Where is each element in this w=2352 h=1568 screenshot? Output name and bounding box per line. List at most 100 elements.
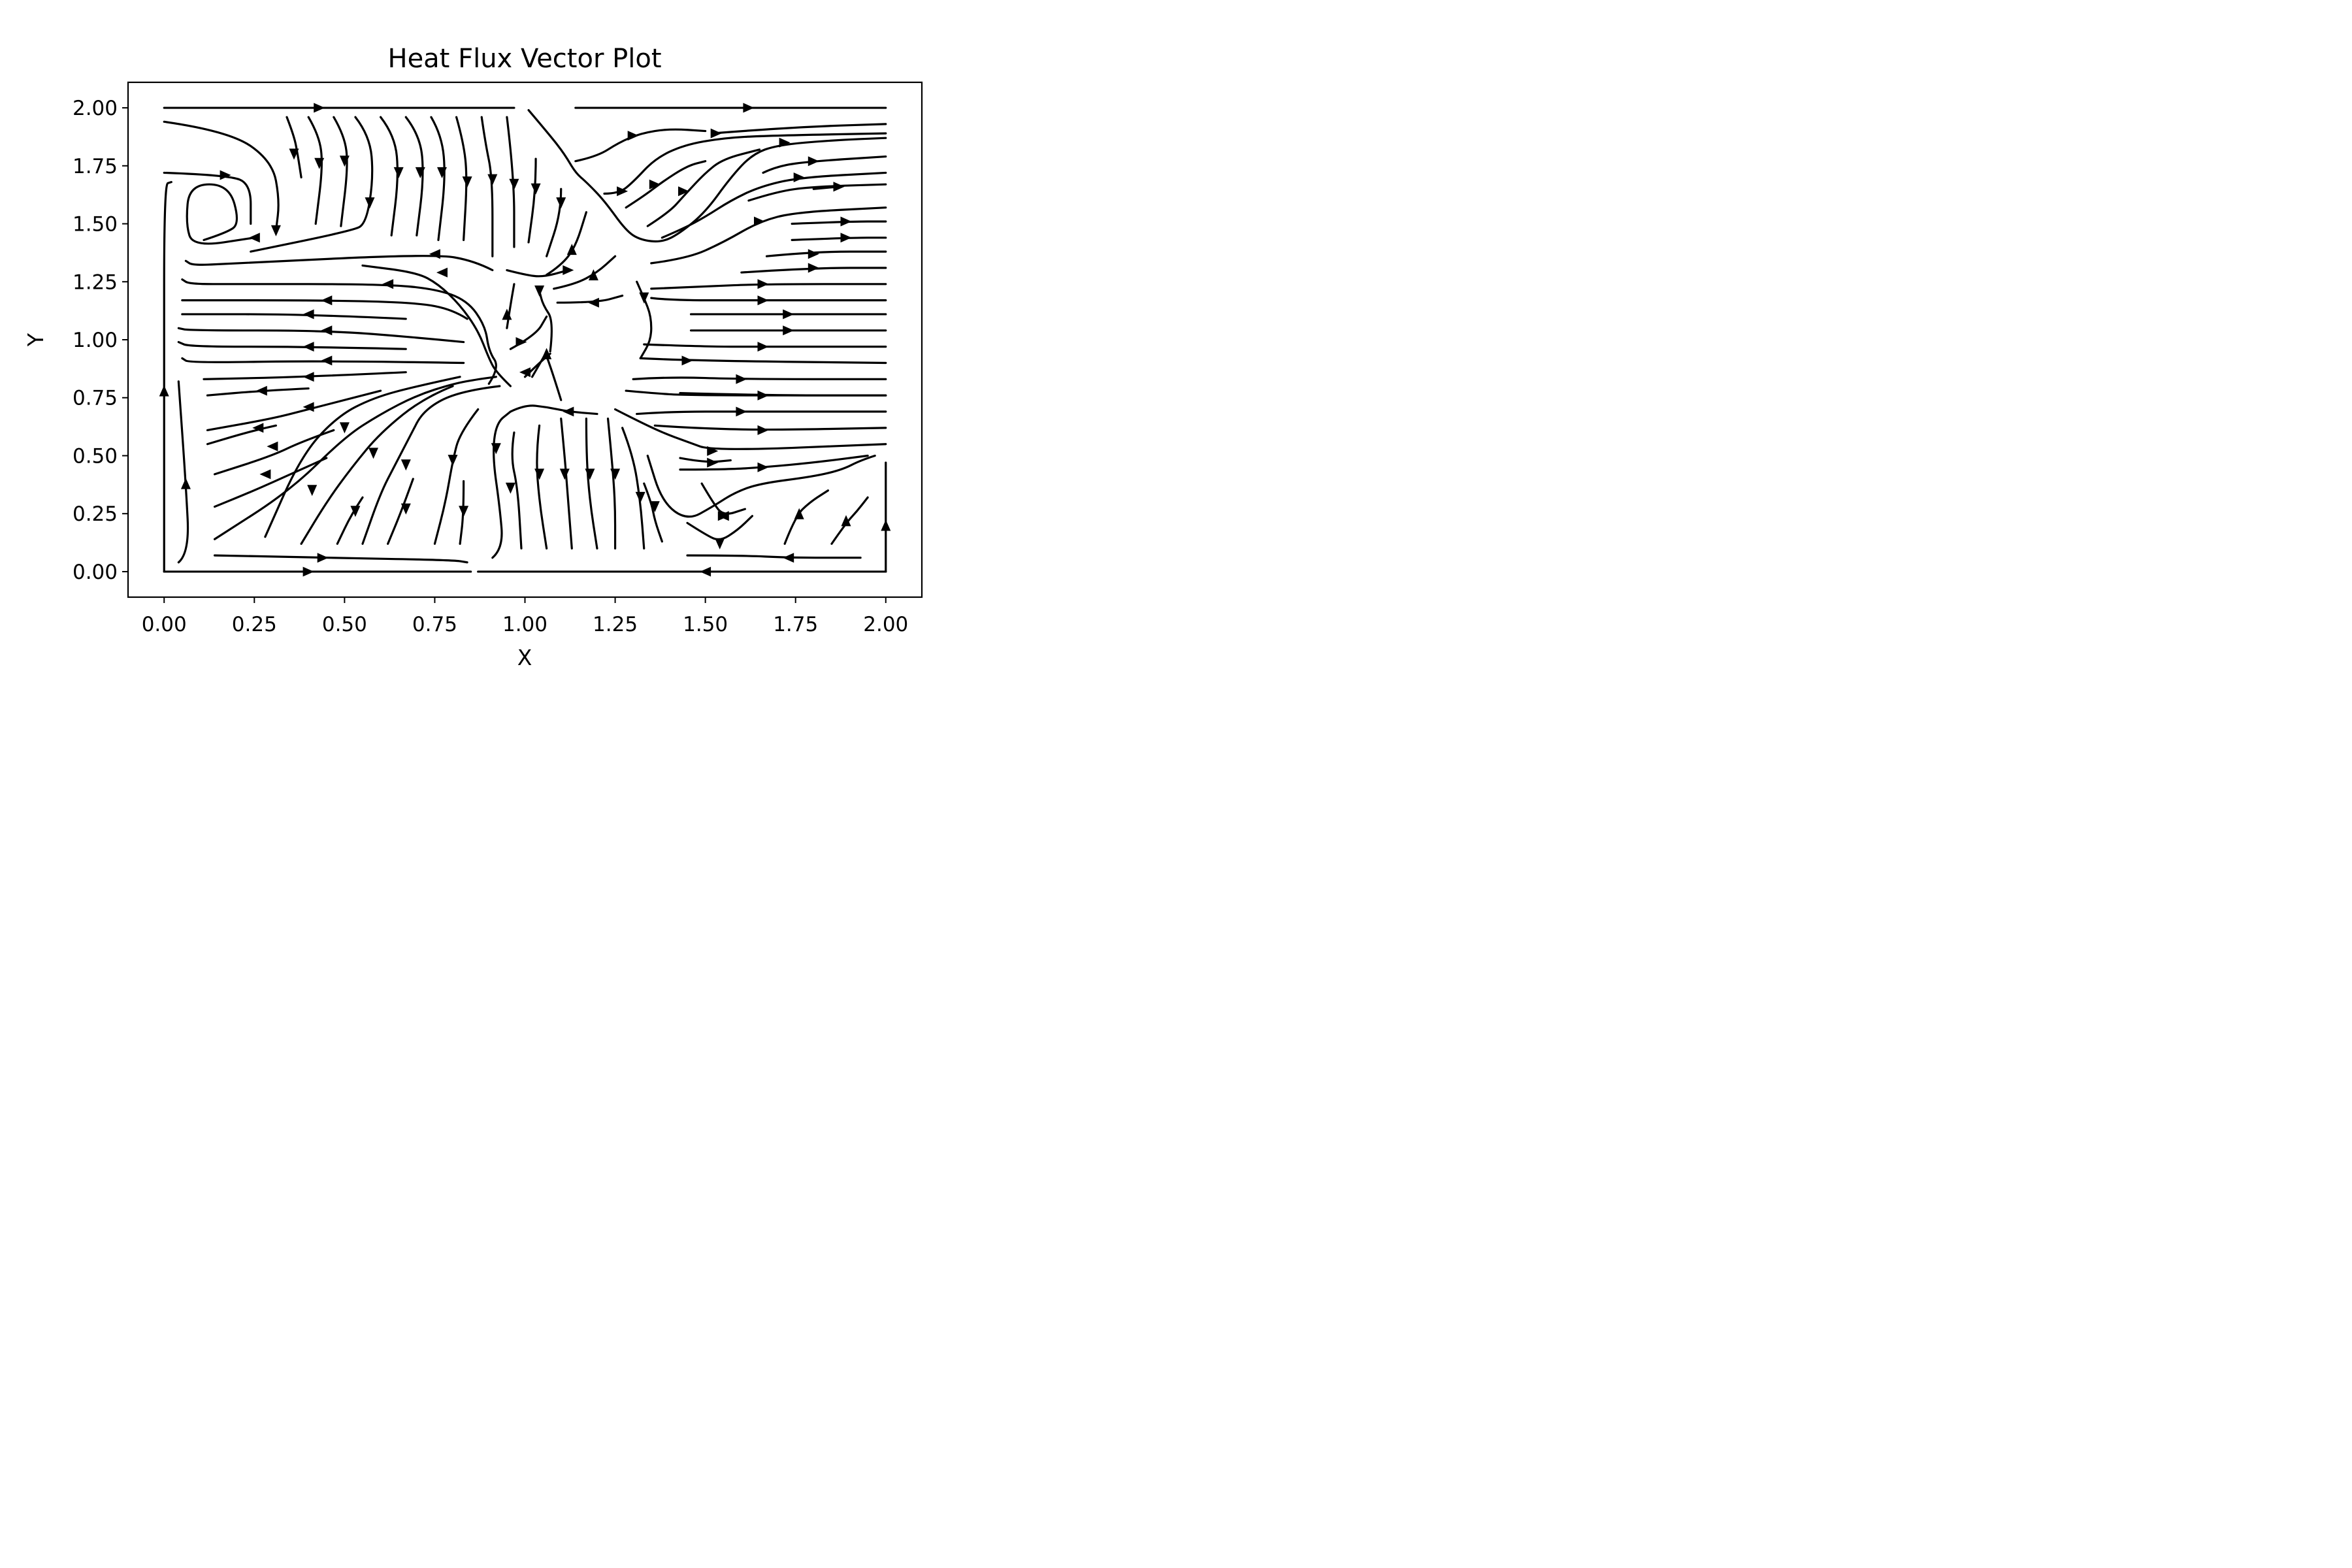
streamline (700, 482, 746, 515)
streamline (361, 264, 512, 387)
flow-arrowhead (267, 441, 278, 451)
streamline (650, 297, 887, 302)
flow-arrowhead (700, 566, 711, 577)
flow-arrowhead (491, 443, 501, 455)
streamplot-chart: Heat Flux Vector Plot 0.00 0.25 0.50 0.75 1.… (23, 44, 923, 670)
flow-arrowhead (317, 553, 329, 563)
streamline (184, 255, 494, 272)
streamline (177, 327, 465, 344)
flow-arrowhead (563, 406, 574, 417)
flow-arrowhead (757, 462, 769, 472)
streamline (480, 116, 494, 257)
flow-arrowhead (321, 325, 333, 336)
flow-arrowhead (635, 491, 645, 503)
streamline (791, 237, 887, 241)
flow-arrowhead (321, 355, 333, 366)
streamline (333, 116, 348, 227)
flow-arrowhead (382, 279, 394, 289)
flow-arrowhead (743, 103, 755, 113)
streamlines (159, 103, 891, 577)
streamline (783, 489, 830, 545)
flow-arrowhead (710, 128, 722, 139)
flow-arrowhead (259, 469, 271, 480)
chart-title: Heat Flux Vector Plot (387, 44, 661, 74)
streamline (264, 376, 461, 538)
flow-arrowhead (415, 167, 425, 178)
streamline (527, 108, 887, 243)
streamline (379, 116, 399, 237)
flow-arrowhead (783, 325, 794, 336)
flow-arrowhead (531, 183, 541, 195)
flow-arrowhead (715, 538, 725, 549)
flow-arrowhead (350, 506, 361, 517)
streamline (643, 482, 663, 543)
flow-arrowhead (808, 263, 819, 273)
streamline (336, 496, 364, 545)
streamline (686, 554, 862, 559)
flow-arrowhead (559, 468, 570, 480)
flow-arrowhead (736, 406, 747, 417)
y-tick-label: 0.00 (73, 561, 118, 584)
x-tick-label: 0.75 (412, 613, 457, 636)
streamline (679, 457, 732, 463)
flow-arrowhead (881, 519, 891, 531)
flow-arrowhead (717, 511, 729, 521)
y-tick-label: 0.50 (73, 444, 118, 468)
flow-arrowhead (566, 244, 577, 255)
y-tick-label: 2.00 (73, 97, 118, 120)
y-axis-label: Y (23, 333, 48, 347)
flow-arrowhead (307, 485, 318, 497)
x-tick-label: 1.25 (593, 613, 638, 636)
streamline (455, 116, 468, 241)
flow-arrowhead (437, 167, 447, 178)
flow-arrowhead (302, 566, 314, 577)
streamline (711, 123, 887, 135)
streamline (556, 294, 624, 304)
streamline (163, 120, 280, 232)
x-tick-label: 1.75 (773, 613, 818, 636)
flow-arrowhead (585, 468, 595, 480)
streamline (213, 457, 328, 508)
streamline (511, 431, 523, 550)
streamline (250, 116, 374, 253)
streamline (653, 424, 887, 431)
streamline (527, 157, 537, 244)
flow-arrowhead (678, 186, 689, 197)
flow-arrowhead (302, 372, 314, 382)
flow-arrowhead (757, 279, 769, 289)
streamline (791, 220, 887, 225)
streamline (300, 385, 454, 545)
flow-arrowhead (707, 446, 719, 456)
streamline (181, 357, 465, 365)
flow-arrowhead (757, 342, 769, 352)
flow-arrowhead (556, 197, 566, 209)
flow-arrowhead (429, 249, 440, 259)
flow-arrowhead (487, 174, 498, 186)
y-tick-label: 1.25 (73, 270, 118, 294)
y-tick-label: 0.25 (73, 502, 118, 526)
streamline (639, 357, 887, 365)
streamline (181, 278, 497, 385)
flow-arrowhead (610, 468, 621, 480)
flow-arrowhead (534, 286, 545, 297)
flow-arrowhead (757, 295, 769, 306)
y-tick-label: 0.75 (73, 387, 118, 410)
flow-arrowhead (542, 348, 552, 359)
streamline (387, 478, 414, 545)
flow-arrowhead (339, 155, 350, 167)
streamline (560, 417, 573, 550)
y-tick-label: 1.00 (73, 329, 118, 352)
flow-arrowhead (515, 337, 527, 347)
flow-arrowhead (534, 468, 545, 480)
x-tick-label: 1.00 (502, 613, 547, 636)
streamline (163, 171, 252, 225)
flow-arrowhead (840, 233, 852, 243)
flow-arrowhead (302, 309, 314, 319)
streamline (536, 424, 548, 550)
flow-arrowhead (808, 249, 819, 259)
streamline (621, 427, 645, 550)
streamline (177, 340, 407, 350)
streamline (506, 283, 515, 329)
streamline (506, 116, 515, 248)
flow-arrowhead (252, 423, 264, 433)
